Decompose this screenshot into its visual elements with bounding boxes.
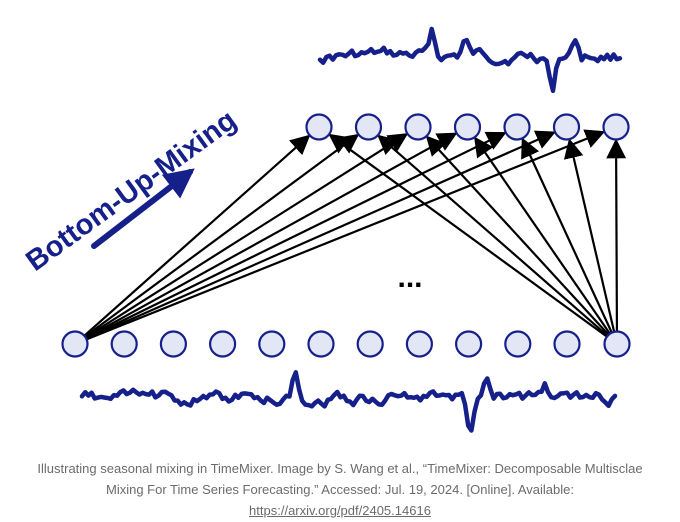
caption-text: Illustrating seasonal mixing in TimeMixe…: [37, 461, 643, 497]
connection-arrow: [377, 134, 609, 337]
connection-arrow: [425, 135, 610, 336]
connection-arrow: [85, 131, 507, 340]
bottom-layer-node: [258, 330, 286, 358]
connection-arrow: [474, 136, 611, 335]
figure-caption: Illustrating seasonal mixing in TimeMixe…: [20, 458, 660, 521]
top-seasonal-waveform: [317, 26, 623, 94]
connection-arrow: [563, 138, 616, 333]
bottom-seasonal-waveform: [79, 370, 618, 433]
bottom-layer-node: [356, 330, 384, 358]
bottom-layer-nodes: [61, 330, 631, 358]
ellipsis: ...: [397, 261, 422, 294]
bottom-up-mixing-label: Bottom-Up-Mixing: [20, 104, 242, 278]
top-layer-node: [552, 113, 581, 141]
bottom-layer-node: [307, 330, 335, 358]
bottom-layer-node: [405, 330, 433, 358]
top-layer-nodes: [305, 113, 630, 141]
top-layer-node: [354, 113, 383, 141]
connection-arrow: [84, 133, 409, 339]
bottom-up-arrow: [91, 168, 195, 249]
bottom-layer-node: [455, 330, 483, 358]
top-layer-node: [305, 113, 333, 141]
bottom-layer-node: [61, 330, 89, 358]
connection-arrow: [85, 130, 556, 340]
connection-arrow: [606, 138, 627, 332]
top-layer-node: [602, 113, 630, 141]
top-layer-node: [503, 113, 531, 141]
top-layer-node: [404, 113, 432, 141]
connection-arrow: [328, 133, 608, 338]
connection-arrow: [85, 132, 458, 339]
top-layer-node: [453, 113, 482, 141]
connection-arrow: [84, 133, 360, 338]
bottom-layer-node: [110, 330, 138, 358]
bottom-layer-node: [159, 330, 187, 358]
mixing-connections: [83, 129, 627, 341]
bottom-layer-node: [553, 330, 581, 358]
connection-arrow: [86, 129, 606, 341]
source-link[interactable]: https://arxiv.org/pdf/2405.14616: [249, 503, 431, 518]
seasonal-mixing-diagram: Bottom-Up-Mixing ...: [20, 26, 631, 433]
bottom-layer-node: [603, 330, 631, 358]
bottom-layer-node: [209, 330, 237, 358]
connection-arrow: [521, 137, 613, 334]
bottom-layer-node: [504, 330, 532, 358]
connection-arrow: [83, 134, 311, 337]
